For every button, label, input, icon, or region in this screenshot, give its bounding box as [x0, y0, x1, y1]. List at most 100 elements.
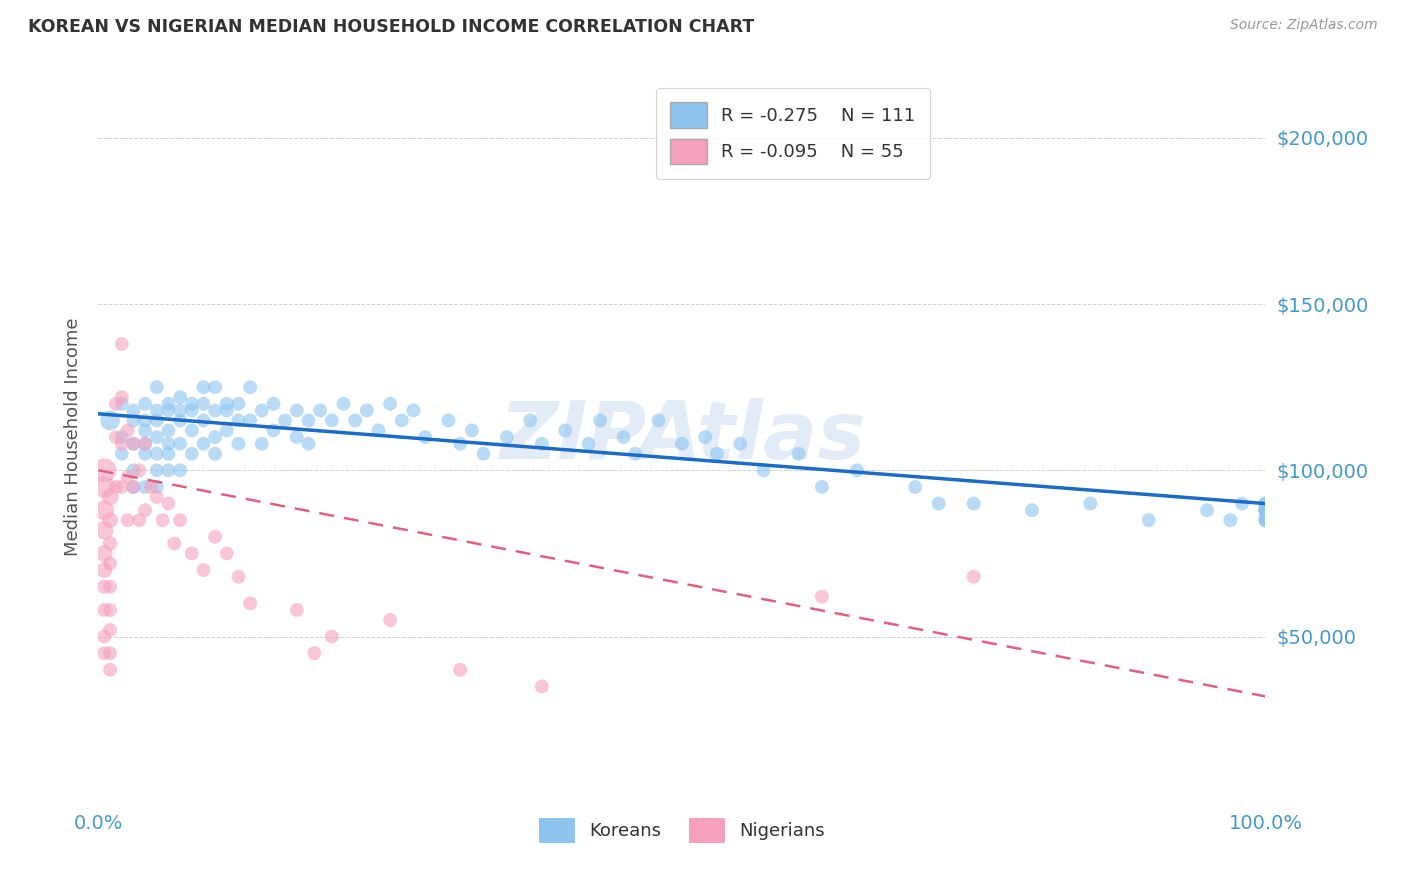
Point [157, 497, 180, 511]
Point [98, 557, 121, 571]
Point [730, 436, 752, 450]
Point [321, 413, 343, 427]
Point [204, 447, 226, 461]
Point [250, 436, 273, 450]
Point [104, 430, 127, 444]
Point [93, 603, 115, 617]
Point [215, 397, 238, 411]
Point [134, 480, 156, 494]
Point [193, 413, 215, 427]
Point [180, 403, 202, 417]
Point [437, 413, 460, 427]
Point [98, 603, 121, 617]
Point [93, 580, 115, 594]
Point [962, 570, 984, 584]
Point [297, 436, 319, 450]
Point [356, 403, 378, 417]
Point [134, 436, 156, 450]
Point [93, 546, 115, 560]
Point [321, 630, 343, 644]
Point [554, 424, 576, 438]
Point [671, 436, 693, 450]
Point [134, 503, 156, 517]
Point [193, 436, 215, 450]
Point [98, 536, 121, 550]
Point [134, 447, 156, 461]
Point [250, 403, 273, 417]
Point [297, 413, 319, 427]
Point [111, 397, 134, 411]
Point [93, 523, 115, 537]
Point [122, 463, 145, 477]
Point [274, 413, 297, 427]
Point [215, 403, 238, 417]
Point [146, 380, 169, 394]
Point [228, 570, 250, 584]
Point [93, 480, 115, 494]
Point [1219, 513, 1241, 527]
Point [104, 480, 127, 494]
Point [128, 513, 150, 527]
Point [215, 424, 238, 438]
Point [262, 397, 284, 411]
Point [146, 463, 169, 477]
Point [128, 463, 150, 477]
Point [152, 513, 174, 527]
Point [111, 447, 134, 461]
Point [695, 430, 717, 444]
Point [367, 424, 389, 438]
Point [157, 436, 180, 450]
Point [157, 397, 180, 411]
Point [496, 430, 519, 444]
Point [122, 413, 145, 427]
Point [163, 536, 186, 550]
Legend: Koreans, Nigerians: Koreans, Nigerians [530, 809, 834, 852]
Point [589, 413, 612, 427]
Point [519, 413, 541, 427]
Point [1254, 509, 1277, 524]
Point [98, 490, 121, 504]
Point [228, 413, 250, 427]
Point [98, 580, 121, 594]
Point [117, 513, 139, 527]
Point [193, 397, 215, 411]
Point [285, 430, 308, 444]
Point [228, 397, 250, 411]
Point [449, 436, 471, 450]
Point [146, 447, 169, 461]
Point [169, 390, 191, 404]
Point [344, 413, 367, 427]
Point [104, 397, 127, 411]
Point [962, 497, 984, 511]
Point [928, 497, 950, 511]
Point [309, 403, 332, 417]
Point [169, 413, 191, 427]
Point [93, 563, 115, 577]
Point [1080, 497, 1102, 511]
Point [204, 430, 226, 444]
Point [752, 463, 775, 477]
Point [122, 480, 145, 494]
Point [239, 413, 262, 427]
Point [117, 424, 139, 438]
Text: Source: ZipAtlas.com: Source: ZipAtlas.com [1230, 18, 1378, 32]
Point [93, 630, 115, 644]
Point [1254, 513, 1277, 527]
Point [1137, 513, 1160, 527]
Point [391, 413, 413, 427]
Point [111, 480, 134, 494]
Point [239, 380, 262, 394]
Point [285, 603, 308, 617]
Point [239, 596, 262, 610]
Point [380, 397, 402, 411]
Point [1254, 503, 1277, 517]
Point [204, 530, 226, 544]
Point [146, 430, 169, 444]
Point [811, 590, 834, 604]
Point [1254, 503, 1277, 517]
Point [93, 646, 115, 660]
Point [157, 447, 180, 461]
Point [134, 413, 156, 427]
Point [169, 463, 191, 477]
Point [146, 413, 169, 427]
